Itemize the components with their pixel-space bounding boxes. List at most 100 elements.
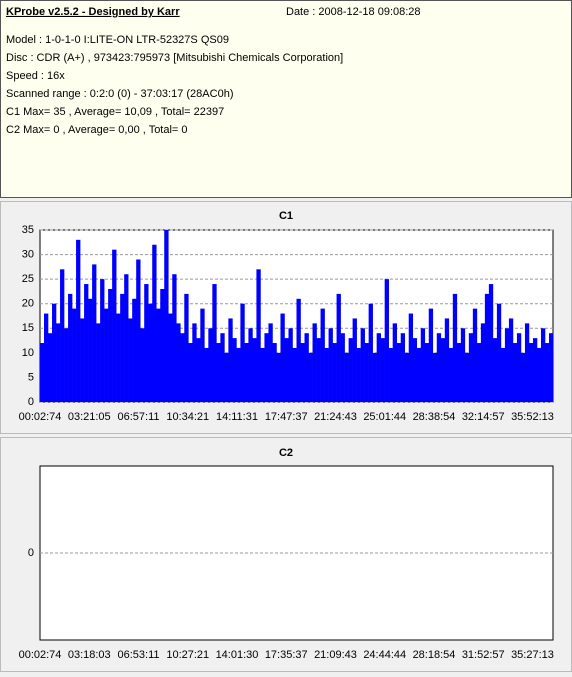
bar bbox=[108, 288, 113, 402]
bar bbox=[476, 343, 482, 402]
bar bbox=[160, 288, 165, 402]
bar bbox=[184, 293, 189, 402]
bar bbox=[88, 298, 93, 402]
bar bbox=[336, 293, 341, 402]
bar bbox=[428, 308, 434, 402]
bar bbox=[352, 318, 357, 402]
bar bbox=[368, 303, 373, 402]
bar bbox=[84, 284, 89, 402]
bar bbox=[508, 318, 514, 402]
bar bbox=[64, 328, 69, 402]
bar bbox=[324, 347, 329, 402]
bar bbox=[172, 274, 177, 402]
bar bbox=[152, 244, 157, 402]
bar bbox=[304, 333, 309, 402]
bar bbox=[52, 303, 57, 402]
x-tick-label: 24:44:44 bbox=[363, 649, 406, 661]
bar bbox=[180, 333, 185, 402]
bar bbox=[416, 347, 422, 402]
bar bbox=[308, 352, 313, 402]
info-line: C1 Max= 35 , Average= 10,09 , Total= 223… bbox=[6, 106, 224, 118]
x-tick-label: 17:35:37 bbox=[265, 649, 308, 661]
x-tick-label: 28:38:54 bbox=[413, 411, 456, 423]
bar bbox=[380, 338, 385, 402]
bar bbox=[116, 313, 121, 402]
bar bbox=[480, 323, 486, 402]
bar bbox=[396, 343, 402, 402]
bar bbox=[376, 333, 381, 402]
bar bbox=[516, 333, 522, 402]
app-title: KProbe v2.5.2 - Designed by Karr bbox=[6, 6, 180, 18]
bar bbox=[168, 313, 173, 402]
bar bbox=[500, 347, 506, 402]
bar bbox=[224, 352, 229, 402]
info-panel bbox=[0, 0, 572, 198]
x-tick-label: 10:27:21 bbox=[166, 649, 209, 661]
bar bbox=[456, 343, 462, 402]
bar bbox=[216, 343, 221, 402]
bar bbox=[148, 303, 153, 402]
bar bbox=[496, 303, 502, 402]
bar bbox=[156, 308, 161, 402]
bar bbox=[296, 298, 301, 402]
bar bbox=[360, 328, 365, 402]
bar bbox=[76, 239, 81, 402]
x-tick-label: 03:21:05 bbox=[68, 411, 111, 423]
x-tick-label: 31:52:57 bbox=[462, 649, 505, 661]
bar bbox=[348, 338, 353, 402]
bar bbox=[48, 333, 53, 402]
info-line: Scanned range : 0:2:0 (0) - 37:03:17 (28… bbox=[6, 88, 233, 100]
bar bbox=[344, 352, 349, 402]
bar bbox=[540, 328, 546, 402]
bar bbox=[256, 269, 261, 402]
y-tick-label: 0 bbox=[28, 396, 34, 408]
bar bbox=[44, 313, 49, 402]
bar bbox=[264, 333, 269, 402]
y-tick-label: 20 bbox=[22, 298, 34, 310]
x-tick-label: 10:34:21 bbox=[166, 411, 209, 423]
bar bbox=[364, 343, 369, 402]
y-tick-label: 0 bbox=[28, 547, 34, 559]
bar bbox=[104, 308, 109, 402]
bar bbox=[60, 269, 65, 402]
bar bbox=[424, 343, 430, 402]
bar bbox=[188, 343, 193, 402]
bar bbox=[420, 328, 426, 402]
info-line: Disc : CDR (A+) , 973423:795973 [Mitsubi… bbox=[6, 52, 343, 64]
bar bbox=[288, 328, 293, 402]
bar bbox=[372, 352, 377, 402]
bar bbox=[436, 333, 442, 402]
chart-title: C1 bbox=[279, 210, 293, 222]
bar bbox=[536, 347, 542, 402]
bar bbox=[512, 343, 518, 402]
bar bbox=[492, 338, 498, 402]
bar bbox=[300, 343, 305, 402]
bar bbox=[128, 318, 133, 402]
x-tick-label: 00:02:74 bbox=[19, 649, 62, 661]
bar bbox=[200, 308, 205, 402]
chart-title: C2 bbox=[279, 447, 293, 459]
bar bbox=[484, 293, 490, 402]
bar bbox=[276, 352, 281, 402]
bar bbox=[252, 338, 257, 402]
bar bbox=[312, 323, 317, 402]
info-line: C2 Max= 0 , Average= 0,00 , Total= 0 bbox=[6, 124, 188, 136]
y-tick-label: 15 bbox=[22, 322, 34, 334]
bar bbox=[292, 347, 297, 402]
bar bbox=[440, 338, 446, 402]
bar bbox=[524, 323, 530, 402]
bar bbox=[248, 328, 253, 402]
bar bbox=[444, 318, 450, 402]
bar bbox=[392, 323, 397, 402]
bar bbox=[132, 298, 137, 402]
info-line: Model : 1-0-1-0 I:LITE-ON LTR-52327S QS0… bbox=[6, 34, 229, 46]
bar bbox=[136, 259, 141, 402]
x-tick-label: 00:02:74 bbox=[19, 411, 62, 423]
x-tick-label: 21:24:43 bbox=[314, 411, 357, 423]
bar bbox=[340, 333, 345, 402]
bar bbox=[176, 323, 181, 402]
x-tick-label: 32:14:57 bbox=[462, 411, 505, 423]
bar bbox=[228, 318, 233, 402]
bar bbox=[504, 328, 510, 402]
